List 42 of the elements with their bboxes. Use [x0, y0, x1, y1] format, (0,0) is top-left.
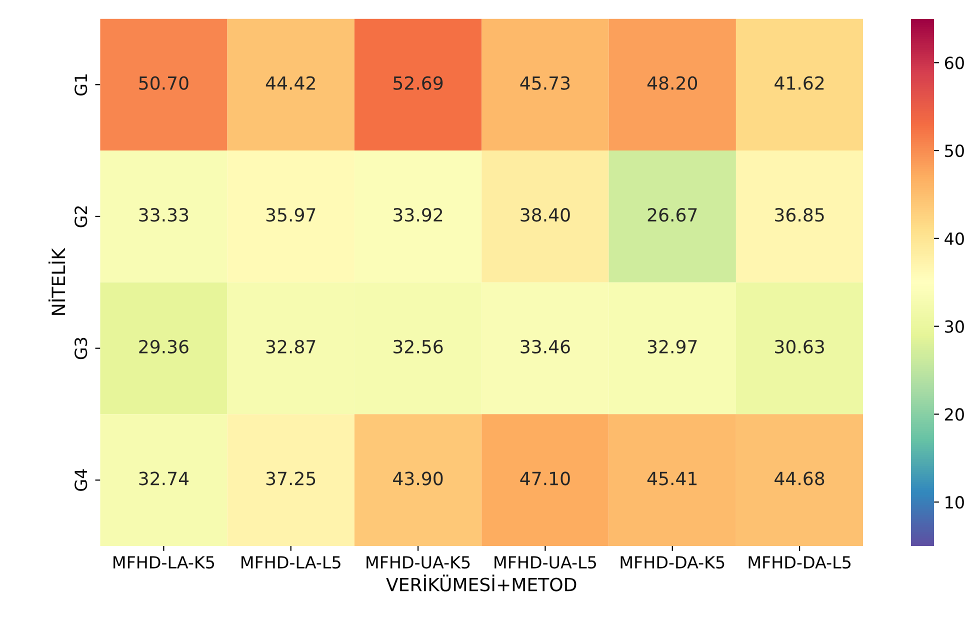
- color-bar-label: 30: [945, 320, 964, 333]
- data-label: 45.73: [520, 76, 570, 90]
- data-label: 32.74: [139, 472, 189, 486]
- data-label: 50.70: [139, 76, 188, 90]
- data-label: 26.67: [648, 208, 697, 222]
- data-label: 33.46: [520, 340, 570, 354]
- color-bar-label: 40: [944, 232, 964, 245]
- y-tick-label: G2: [74, 206, 88, 228]
- x-tick-label: MFHD-LA-K5: [114, 556, 214, 569]
- data-label: 41.62: [774, 76, 824, 90]
- x-tick-label: MFHD-DA-L5: [748, 556, 851, 569]
- data-label: 32.56: [394, 340, 443, 354]
- data-label: 52.69: [394, 76, 443, 90]
- data-label: 29.36: [139, 340, 188, 354]
- color-bar-label: 50: [945, 144, 964, 158]
- color-bar-label: 60: [944, 56, 964, 70]
- data-label: 48.20: [647, 76, 698, 90]
- x-tick-label: MFHD-UA-K5: [366, 556, 470, 569]
- data-label: 33.92: [394, 208, 442, 222]
- color-bar-label: 10: [946, 496, 964, 509]
- color-bar-label: 20: [945, 408, 964, 421]
- data-label: 43.90: [393, 472, 443, 486]
- data-label: 47.10: [520, 472, 570, 486]
- data-label: 32.97: [648, 340, 697, 354]
- data-label: 32.87: [266, 340, 316, 354]
- x-tick-label: MFHD-UA-L5: [494, 556, 596, 569]
- data-label: 36.85: [775, 208, 824, 222]
- x-tick-label: MFHD-DA-K5: [620, 556, 724, 569]
- data-label: 37.25: [266, 472, 316, 486]
- y-tick-label: G4: [74, 469, 88, 491]
- data-label: 45.41: [647, 472, 697, 486]
- data-label: 44.68: [774, 472, 824, 486]
- data-label: 35.97: [266, 208, 316, 222]
- x-tick-label: MFHD-LA-L5: [242, 556, 340, 569]
- y-tick-label: G1: [74, 74, 88, 96]
- y-axis-title: NİTELİK: [48, 248, 65, 315]
- data-label: 33.33: [139, 208, 188, 222]
- data-label: 38.40: [520, 208, 570, 222]
- x-axis-title: VERİKÜMESİ+METOD: [386, 574, 576, 592]
- data-label: 30.63: [775, 340, 824, 354]
- data-label: 44.42: [266, 76, 315, 90]
- y-tick-label: G3: [74, 338, 88, 360]
